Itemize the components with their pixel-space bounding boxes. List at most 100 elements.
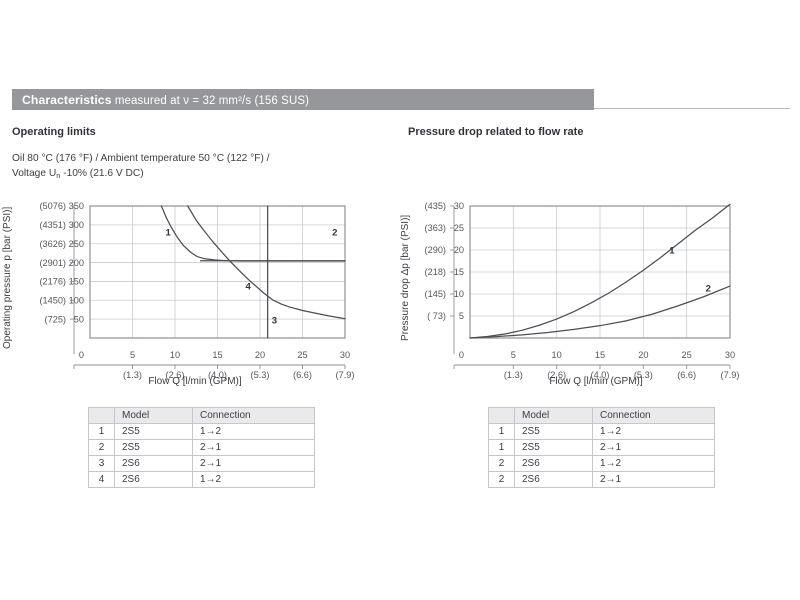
right-row-model: 2S5	[514, 423, 593, 440]
y-tick-secondary: (5076)	[39, 201, 66, 211]
y-origin-label: 0	[79, 350, 84, 360]
y-tick-primary: 20	[454, 245, 464, 255]
right-chart-canvas: 125( 73)10(145)15(218)20(290)25(363)30(4…	[425, 201, 740, 380]
chart-pressure-drop: Pressure drop Δp [bar (PSI)] 1 2 5 ( 73) 10 (…	[398, 180, 780, 395]
left-row-connection: 1→2	[192, 423, 315, 440]
y-tick-primary: 50	[74, 314, 84, 324]
left-chart-canvas: 1 23450(725)100(1450)150(2176)200(2901)25…	[39, 201, 354, 380]
x-tick-primary: 5	[130, 350, 135, 360]
header-rule	[594, 108, 790, 109]
table-left-head: Model Connection	[88, 407, 315, 424]
y-tick-secondary: (1450)	[39, 295, 66, 305]
y-tick-secondary: (218)	[425, 267, 446, 277]
table-right-head: Model Connection	[488, 407, 715, 424]
y-tick-secondary: (145)	[425, 289, 446, 299]
series-label-1: 1	[669, 246, 675, 257]
right-row-model: 2S6	[514, 471, 593, 488]
table-row: 1 2S5 1→2	[88, 423, 315, 440]
y-tick-primary: 25	[454, 223, 464, 233]
y-tick-primary: 250	[69, 239, 84, 249]
x-tick-secondary: (1.3)	[504, 370, 523, 380]
left-row-index: 4	[88, 471, 115, 488]
x-tick-primary: 25	[297, 350, 307, 360]
table-left-col-connection: Connection	[192, 407, 315, 424]
y-tick-secondary: (4351)	[39, 220, 66, 230]
y-tick-secondary: (290)	[425, 245, 446, 255]
left-row-index: 1	[88, 423, 115, 440]
y-tick-primary: 300	[69, 220, 84, 230]
x-tick-primary: 20	[255, 350, 265, 360]
y-tick-primary: 15	[454, 267, 464, 277]
series-label-3: 3	[272, 316, 277, 327]
left-row-connection: 1→2	[192, 471, 315, 488]
right-row-model: 2S6	[514, 455, 593, 472]
x-tick-secondary: (2.6)	[166, 370, 185, 380]
x-tick-secondary: (5.3)	[251, 370, 270, 380]
x-tick-primary: 10	[552, 350, 562, 360]
x-tick-secondary: (4.0)	[591, 370, 610, 380]
x-tick-secondary: (2.6)	[547, 370, 566, 380]
x-tick-primary: 10	[170, 350, 180, 360]
table-pressure-drop-legend: Model Connection 1 2S5 1→2 1 2S5 2→1 2 2S6 1→2 2 2…	[488, 407, 715, 488]
header-text: Characteristics measured at ν = 32 mm²/s…	[12, 93, 309, 107]
table-right-col-model: Model	[514, 407, 593, 424]
right-row-index: 1	[488, 423, 515, 440]
x-tick-secondary: (4.0)	[208, 370, 227, 380]
left-row-model: 2S6	[114, 471, 193, 488]
y-tick-secondary: (2176)	[39, 277, 66, 287]
note-voltage-value: -10% (21.6 V DC)	[60, 168, 144, 179]
table-row: 2 2S5 2→1	[88, 439, 315, 456]
left-row-index: 2	[88, 439, 115, 456]
y-tick-secondary: ( 73)	[427, 311, 446, 321]
y-tick-secondary: (3626)	[39, 239, 66, 249]
series-label-4: 4	[245, 282, 251, 293]
left-chart-y-axis-title: Operating pressure p [bar (PSI)]	[2, 206, 13, 349]
left-row-model: 2S5	[114, 423, 193, 440]
right-row-index: 2	[488, 471, 515, 488]
table-left-body: 1 2S5 1→2 2 2S5 2→1 3 2S6 2→1 4 2S6 1→2	[88, 423, 315, 488]
table-row: 1 2S5 1→2	[488, 423, 715, 440]
characteristics-header-band: Characteristics measured at ν = 32 mm²/s…	[12, 89, 594, 110]
note-voltage-label: Voltage U	[12, 168, 57, 179]
table-right-col-index	[488, 407, 515, 424]
table-row: 2 2S6 2→1	[488, 471, 715, 488]
right-row-model: 2S5	[514, 439, 593, 456]
right-chart-y-axis-title: Pressure drop Δp [bar (PSI)]	[400, 214, 411, 342]
right-row-index: 1	[488, 439, 515, 456]
x-tick-secondary: (7.9)	[721, 370, 740, 380]
operating-conditions-note: Oil 80 °C (176 °F) / Ambient temperature…	[12, 151, 270, 181]
table-left-header-row: Model Connection	[88, 407, 315, 424]
series-label-2: 2	[332, 227, 337, 238]
note-line-1: Oil 80 °C (176 °F) / Ambient temperature…	[12, 153, 270, 164]
left-row-connection: 2→1	[192, 439, 315, 456]
note-voltage-subscript: n	[56, 171, 61, 180]
left-chart-x-axis-title: Flow Q [l/min (GPM)]	[148, 376, 242, 387]
y-tick-primary: 100	[69, 295, 84, 305]
series-curve-4	[187, 205, 346, 320]
chart-operating-limits: Operating pressure p [bar (PSI)] 1 2 3 4 50(…	[0, 180, 380, 395]
table-left-col-model: Model	[114, 407, 193, 424]
x-tick-primary: 15	[212, 350, 222, 360]
section-title-pressure-drop: Pressure drop related to flow rate	[408, 126, 584, 138]
plot-frame	[469, 205, 731, 339]
table-row: 3 2S6 2→1	[88, 455, 315, 472]
table-left-col-index	[88, 407, 115, 424]
left-row-model: 2S5	[114, 439, 193, 456]
x-tick-secondary: (1.3)	[123, 370, 142, 380]
y-tick-secondary: (725)	[45, 314, 66, 324]
x-tick-secondary: (6.6)	[677, 370, 696, 380]
x-tick-secondary: (5.3)	[634, 370, 653, 380]
y-tick-primary: 150	[69, 277, 84, 287]
table-row: 4 2S6 1→2	[88, 471, 315, 488]
y-tick-primary: 350	[69, 201, 84, 211]
table-right-col-connection: Connection	[592, 407, 715, 424]
x-tick-primary: 20	[638, 350, 648, 360]
right-row-connection: 2→1	[592, 439, 715, 456]
right-row-connection: 1→2	[592, 455, 715, 472]
series-curve-1	[469, 203, 731, 339]
x-tick-primary: 15	[595, 350, 605, 360]
left-row-connection: 2→1	[192, 455, 315, 472]
y-tick-primary: 5	[459, 311, 464, 321]
x-tick-secondary: (6.6)	[293, 370, 312, 380]
